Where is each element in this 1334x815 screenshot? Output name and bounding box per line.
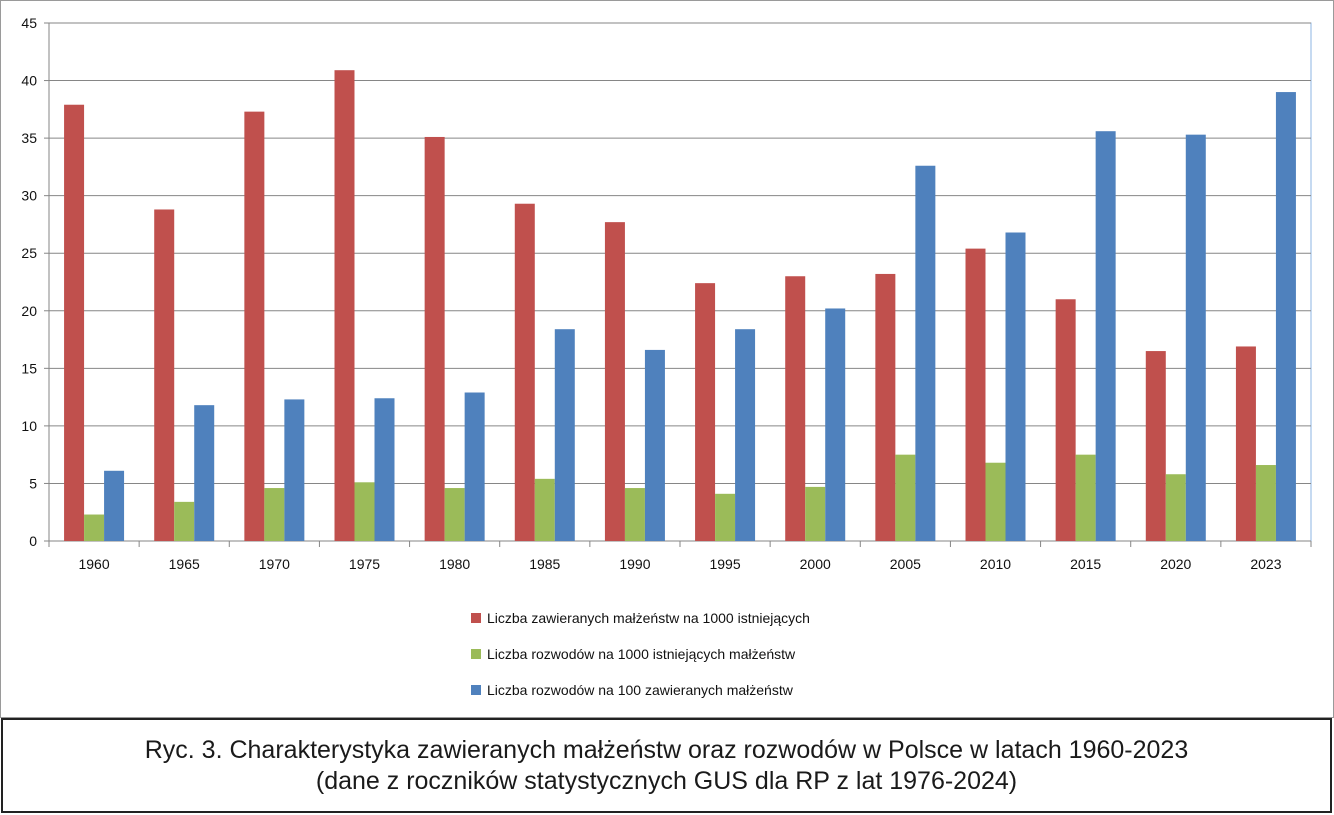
bar-series-3 bbox=[374, 398, 395, 541]
bar-series-3 bbox=[194, 405, 215, 541]
bar-series-3 bbox=[1005, 232, 1026, 541]
bar-series-2 bbox=[534, 478, 555, 541]
bar-series-3 bbox=[1185, 134, 1206, 541]
bar-series-1 bbox=[695, 283, 716, 541]
bar-series-2 bbox=[174, 501, 195, 541]
x-tick-label: 2015 bbox=[1070, 556, 1101, 572]
caption-line-1: Ryc. 3. Charakterystyka zawieranych małż… bbox=[144, 735, 1189, 764]
bar-series-3 bbox=[644, 349, 665, 541]
y-tick-label: 25 bbox=[21, 245, 37, 261]
x-tick-label: 2010 bbox=[980, 556, 1011, 572]
bar-series-1 bbox=[875, 273, 896, 541]
y-tick-label: 35 bbox=[21, 130, 37, 146]
bar-series-1 bbox=[514, 203, 535, 542]
legend-label-3: Liczba rozwodów na 100 zawieranych małże… bbox=[487, 682, 794, 698]
x-tick-label: 2000 bbox=[800, 556, 831, 572]
bar-series-1 bbox=[154, 209, 175, 542]
bar-series-3 bbox=[915, 165, 936, 541]
y-tick-label: 20 bbox=[21, 303, 37, 319]
bar-series-3 bbox=[284, 399, 305, 541]
bar-series-3 bbox=[1275, 92, 1296, 542]
figure-caption: Ryc. 3. Charakterystyka zawieranych małż… bbox=[1, 718, 1332, 813]
x-tick-label: 1970 bbox=[259, 556, 290, 572]
bar-series-2 bbox=[354, 482, 375, 541]
y-tick-label: 5 bbox=[29, 475, 37, 491]
bar-series-1 bbox=[965, 248, 986, 541]
x-tick-label: 2020 bbox=[1160, 556, 1191, 572]
x-tick-label: 1980 bbox=[439, 556, 470, 572]
y-tick-label: 30 bbox=[21, 188, 37, 204]
x-tick-label: 2023 bbox=[1250, 556, 1281, 572]
bar-series-3 bbox=[464, 392, 485, 541]
bar-series-1 bbox=[1145, 351, 1166, 541]
legend-label-1: Liczba zawieranych małżeństw na 1000 ist… bbox=[487, 610, 810, 626]
bar-series-1 bbox=[424, 136, 445, 541]
bar-series-1 bbox=[785, 276, 806, 541]
bar-series-2 bbox=[715, 493, 736, 541]
bar-series-2 bbox=[84, 514, 105, 541]
bar-series-1 bbox=[604, 222, 625, 542]
x-tick-label: 1960 bbox=[78, 556, 109, 572]
x-tick-label: 2005 bbox=[890, 556, 921, 572]
chart-panel: 0 5 10 15 20 25 30 35 40 45 1960 1965 1970 1975 1980 19… bbox=[0, 0, 1334, 718]
y-tick-label: 10 bbox=[21, 418, 37, 434]
bar-series-1 bbox=[1055, 299, 1076, 541]
x-tick-label: 1990 bbox=[619, 556, 650, 572]
bar-series-1 bbox=[64, 104, 85, 542]
bar-series-2 bbox=[985, 462, 1006, 541]
bar-series-2 bbox=[624, 488, 645, 541]
bar-series-2 bbox=[805, 486, 826, 541]
y-tick-label: 0 bbox=[29, 533, 37, 549]
bar-series-2 bbox=[264, 488, 285, 541]
bar-series-2 bbox=[1075, 454, 1096, 541]
bar-series-2 bbox=[895, 454, 916, 541]
x-tick-label: 1995 bbox=[709, 556, 740, 572]
bar-series-2 bbox=[444, 488, 465, 541]
bar-series-2 bbox=[1165, 474, 1186, 541]
bar-series-1 bbox=[244, 111, 265, 541]
bar-series-1 bbox=[334, 70, 355, 541]
legend-label-2: Liczba rozwodów na 1000 istniejących mał… bbox=[487, 646, 796, 662]
bar-chart: 0 5 10 15 20 25 30 35 40 45 1960 1965 1970 1975 1980 19… bbox=[21, 15, 1312, 698]
plot-area bbox=[48, 22, 1312, 542]
y-tick-label: 45 bbox=[21, 15, 37, 31]
x-tick-label: 1975 bbox=[349, 556, 380, 572]
y-tick-label: 15 bbox=[21, 360, 37, 376]
bar-series-3 bbox=[735, 329, 756, 541]
bar-series-3 bbox=[104, 470, 125, 541]
x-tick-label: 1965 bbox=[169, 556, 200, 572]
x-tick-label: 1985 bbox=[529, 556, 560, 572]
bar-series-1 bbox=[1235, 346, 1256, 541]
legend-swatch-2 bbox=[471, 649, 481, 659]
y-tick-label: 40 bbox=[21, 73, 37, 89]
bar-series-3 bbox=[1095, 131, 1116, 541]
legend-swatch-1 bbox=[471, 613, 481, 623]
legend-swatch-3 bbox=[471, 685, 481, 695]
bar-series-3 bbox=[825, 308, 846, 541]
bar-series-3 bbox=[554, 329, 575, 541]
caption-line-2: (dane z roczników statystycznych GUS dla… bbox=[315, 766, 1018, 795]
bar-series-2 bbox=[1255, 465, 1276, 541]
